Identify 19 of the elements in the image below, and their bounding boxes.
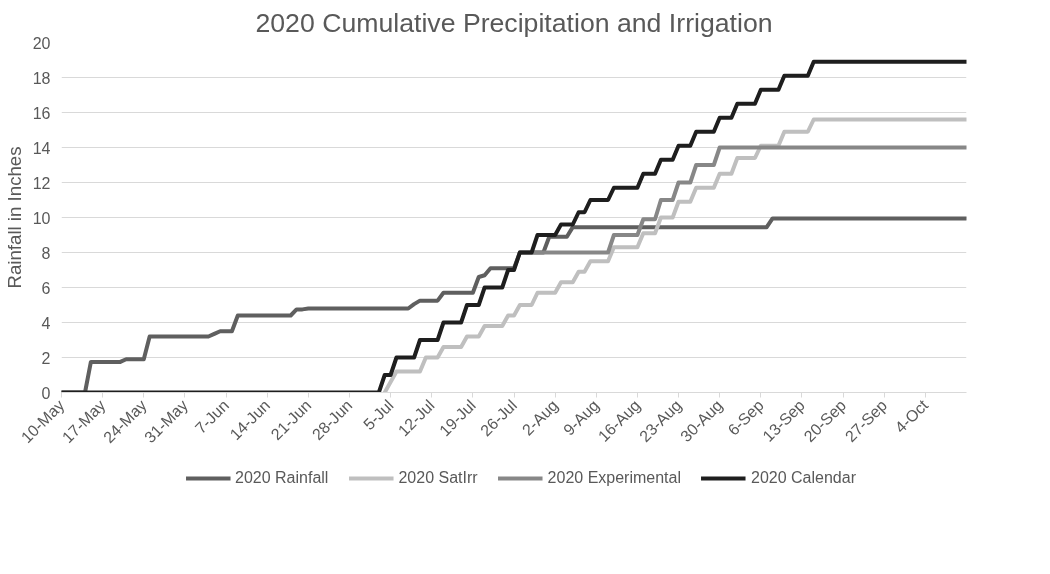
y-tick-label: 2 bbox=[41, 349, 51, 367]
y-tick-label: 0 bbox=[41, 384, 51, 402]
y-tick-label: 16 bbox=[32, 104, 51, 122]
legend-label: 2020 Calendar bbox=[751, 468, 856, 487]
y-tick-label: 20 bbox=[32, 34, 51, 52]
y-tick-label: 8 bbox=[41, 244, 51, 262]
y-tick-label: 10 bbox=[32, 209, 51, 227]
y-axis-title: Rainfall in Inches bbox=[3, 146, 25, 289]
y-tick-label: 4 bbox=[41, 314, 51, 332]
legend-label: 2020 Rainfall bbox=[235, 468, 329, 487]
legend-label: 2020 SatIrr bbox=[398, 468, 478, 487]
y-tick-label: 14 bbox=[32, 139, 51, 157]
legend-label: 2020 Experimental bbox=[547, 468, 682, 487]
line-series bbox=[382, 117, 967, 393]
line-series bbox=[61, 59, 967, 393]
y-tick-label: 6 bbox=[41, 279, 51, 297]
y-tick-label: 18 bbox=[32, 69, 51, 87]
chart-title: 2020 Cumulative Precipitation and Irrigation bbox=[255, 7, 773, 38]
y-tick-label: 12 bbox=[32, 174, 51, 192]
